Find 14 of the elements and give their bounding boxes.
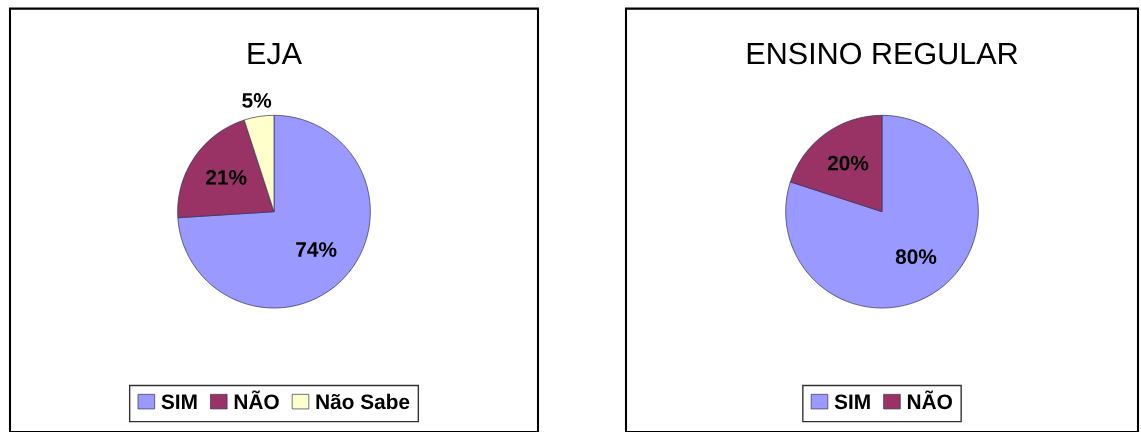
legend-label: Não Sabe (316, 393, 410, 410)
data-label: 5% (242, 93, 272, 108)
legend-label: NÃO (907, 390, 952, 410)
data-label: 21% (206, 170, 247, 185)
data-label: 80% (895, 249, 937, 265)
data-label: 74% (296, 242, 337, 257)
pie-slice (177, 114, 371, 309)
legend-label: SIM (834, 394, 870, 410)
pie-slice (785, 114, 979, 309)
chart-title: ENSINO REGULAR (747, 42, 1018, 65)
chart-title: EJA (248, 43, 302, 65)
legend-label: SIM (161, 394, 197, 410)
legend-label: NÃO (234, 390, 279, 410)
data-label: 20% (827, 155, 869, 171)
